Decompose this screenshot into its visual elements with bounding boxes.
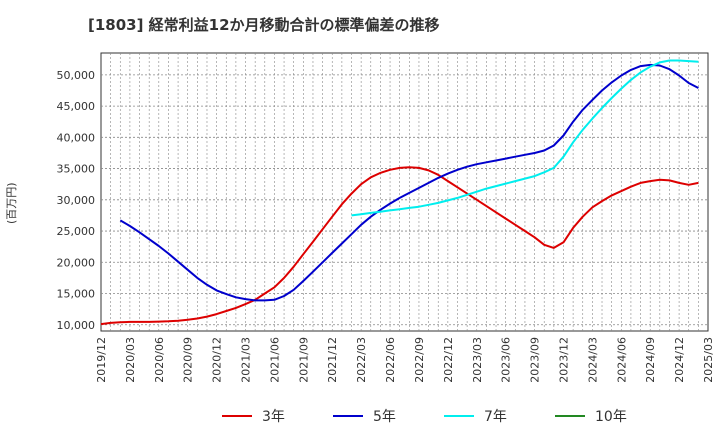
legend-label: 10年 [595,409,627,425]
x-tick-label: 2022/03 [355,337,368,383]
x-tick-label: 2023/03 [471,337,484,383]
legend-item-1: 5年 [333,404,396,428]
y-tick-label: 35,000 [57,163,96,176]
x-tick-label: 2020/12 [211,337,224,383]
plot-area [100,52,709,332]
x-tick-label: 2023/09 [529,337,542,383]
x-tick-label: 2022/12 [442,337,455,383]
legend-swatch [555,415,585,417]
x-tick-label: 2023/06 [500,337,513,383]
legend-label: 7年 [484,409,507,425]
series-line-0 [100,166,699,326]
x-tick-label: 2020/09 [182,337,195,383]
legend-swatch [222,415,252,417]
x-tick-label: 2021/12 [326,337,339,383]
legend: 3年 5年 7年 10年 [0,404,720,428]
y-tick-label: 15,000 [57,288,96,301]
legend-label: 5年 [373,409,396,425]
x-tick-label: 2021/03 [240,337,253,383]
legend-item-2: 7年 [444,404,507,428]
grid-lines [101,53,708,331]
series-line-2 [351,59,699,217]
x-tick-label: 2022/06 [384,337,397,383]
x-tick-label: 2020/03 [124,337,137,383]
chart-title: [1803] 経常利益12か月移動合計の標準偏差の推移 [88,16,440,34]
legend-item-3: 10年 [555,404,627,428]
series-lines [100,59,699,326]
y-tick-label: 40,000 [57,131,96,144]
y-tick-label: 50,000 [57,69,96,82]
x-tick-label: 2019/12 [95,337,108,383]
y-tick-label: 45,000 [57,100,96,113]
axes: 10,000 15,000 20,000 25,000 30,000 35,000 40,0… [57,69,716,383]
y-tick-label: 10,000 [57,319,96,332]
x-tick-label: 2024/03 [586,337,599,383]
legend-item-0: 3年 [222,404,285,428]
legend-label: 3年 [262,409,285,425]
x-tick-label: 2025/03 [702,337,715,383]
x-tick-label: 2022/09 [413,337,426,383]
y-tick-label: 25,000 [57,225,96,238]
y-tick-label: 30,000 [57,194,96,207]
series-line-1 [119,63,699,302]
x-tick-label: 2021/09 [297,337,310,383]
x-tick-label: 2021/06 [268,337,281,383]
x-tick-label: 2023/12 [557,337,570,383]
x-tick-label: 2020/06 [153,337,166,383]
legend-swatch [333,415,363,417]
x-tick-label: 2024/12 [673,337,686,383]
x-tick-label: 2024/09 [644,337,657,383]
y-tick-label: 20,000 [57,256,96,269]
x-tick-label: 2024/06 [615,337,628,383]
legend-swatch [444,415,474,417]
